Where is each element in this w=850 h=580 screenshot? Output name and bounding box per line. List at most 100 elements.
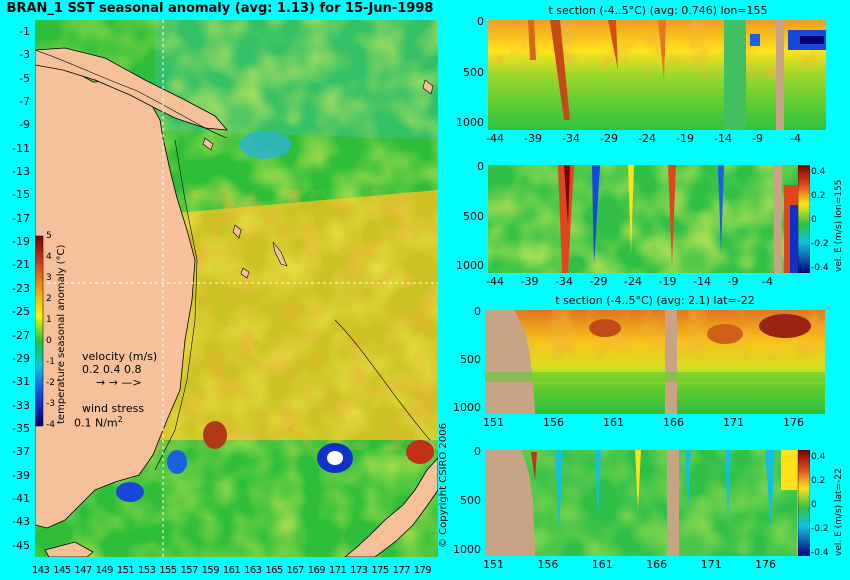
lat-tick: -31 [12,375,30,389]
copyright: © Copyright CSIRO 2006 [438,423,449,548]
panel4-colorbar-ticks: 0.4 0.2 0 -0.2 -0.4 [811,452,829,558]
lat-tick: -43 [12,515,30,529]
panel1-y-tick: 0 [477,15,484,28]
panel4-y-tick: 1000 [453,542,481,556]
panel3-x-tick: 161 [603,416,624,429]
panel1-x-tick: -9 [752,132,763,145]
panel1-title: t section (-4..5°C) (avg: 0.746) lon=155 [548,4,768,17]
panel1-y-tick: 1000 [456,116,484,130]
panel1-temperature-section[interactable] [488,20,826,130]
lon-tick: 163 [244,565,262,576]
wind-legend-exp: 2 [117,415,123,424]
panel3-x-tick: 151 [483,416,504,429]
panel4-velocity-section[interactable] [485,450,797,556]
panel1-x-tick: -19 [676,132,694,145]
lon-tick: 143 [32,565,50,576]
wind-legend: wind stress 0.1 N/m2 [74,402,144,430]
panel1-x-tick: -4 [790,132,801,145]
lon-tick: 157 [180,565,198,576]
panel4-x-tick: 161 [591,558,613,571]
velocity-legend-arrows: → → —> [96,376,142,389]
panel3-temperature-section[interactable] [485,310,825,414]
lon-tick: 161 [222,565,241,576]
lat-tick: -9 [19,118,30,132]
lon-tick: 149 [95,565,114,576]
panel1-x-tick: -29 [600,132,618,145]
panel4-x-tick: 151 [483,558,504,571]
panel2-x-tick: -39 [520,275,539,288]
panel2-y-tick: 1000 [456,259,484,273]
panel2-x-tick: -19 [658,275,677,288]
sst-anomaly-map[interactable] [35,20,438,557]
lat-tick: -3 [19,48,30,62]
lat-tick: -1 [19,25,30,38]
panel2-colorbar-ticks: 0.4 0.2 0 -0.2 -0.4 [811,167,829,273]
panel2-x-tick: -29 [589,275,608,288]
panel2-velocity-section[interactable] [488,165,798,273]
velocity-legend: velocity (m/s) 0.2 0.4 0.8 → → —> [82,350,157,389]
lon-tick: 179 [413,565,432,576]
lon-tick: 165 [265,565,283,576]
panel3-y-tick: 1000 [453,400,481,414]
panel4-y-tick: 500 [460,493,481,507]
panel3-x-tick: 171 [723,416,744,429]
lat-tick: -39 [12,468,30,482]
lat-tick: -23 [12,281,30,295]
lon-tick: 169 [307,565,326,576]
lon-tick: 153 [138,565,156,576]
panel2-x-tick: -9 [727,275,739,288]
panel3-x-tick: 156 [543,416,564,429]
panel2-x-tick: -24 [624,275,642,288]
panel1-x-tick: -44 [486,132,504,145]
lon-tick: 177 [392,565,411,576]
lat-tick: -11 [12,141,30,155]
lat-tick: -29 [12,351,30,365]
wind-legend-value: 0.1 N/m [74,416,118,430]
panel3-x-tick: 166 [663,416,684,429]
lon-tick: 173 [350,565,368,576]
panel3-y-tick: 0 [474,305,481,318]
lat-tick: -27 [12,328,30,342]
lat-tick: -15 [12,188,30,202]
lon-tick: 147 [74,565,92,576]
lat-tick: -13 [12,165,30,179]
map-title: BRAN_1 SST seasonal anomaly (avg: 1.13) … [6,1,434,16]
lat-tick: -7 [19,95,30,109]
lon-tick: 155 [159,565,177,576]
lon-tick: 175 [371,565,389,576]
lon-tick: 159 [201,565,220,576]
panel1-x-tick: -34 [562,132,580,145]
lat-tick: -45 [12,538,30,552]
wind-legend-title: wind stress [82,402,145,415]
lat-tick: -21 [12,258,30,272]
panel2-x-tick: -34 [555,275,573,288]
panel3-y-tick: 500 [460,352,481,366]
lon-tick: 167 [286,565,305,576]
panel4-x-tick: 156 [537,558,559,571]
panel1-x-tick: -24 [638,132,656,145]
panel2-y-tick: 0 [477,160,484,173]
panel4-x-tick: 176 [755,558,776,571]
panel3-title: t section (-4..5°C) (avg: 2.1) lat=-22 [555,294,755,307]
lat-tick: -25 [12,305,30,319]
panel2-y-tick: 500 [463,209,484,223]
panel1-x-tick: -14 [714,132,732,145]
lat-tick: -41 [12,491,30,505]
panel4-y-tick: 0 [474,445,481,458]
lat-tick: -19 [12,235,30,249]
panel1-x-tick: -39 [524,132,542,145]
lat-tick: -33 [12,398,30,412]
panel2-x-tick: -4 [762,275,773,288]
panel2-x-tick: -44 [486,275,504,288]
panel4-colorbar [798,450,810,556]
lon-tick: 171 [328,565,347,576]
panel2-x-tick: -14 [693,275,711,288]
velocity-legend-values: 0.2 0.4 0.8 [82,363,142,376]
colorbar-ticks: 5 4 3 2 1 0 -1 -2 -3 -4 [46,231,55,430]
velocity-legend-title: velocity (m/s) [82,350,158,363]
panel4-colorbar-label: vel. E (m/s) lat=-22 [834,468,844,556]
panel1-y-tick: 500 [463,65,484,79]
lat-tick: -37 [12,445,30,459]
lat-tick: -17 [12,211,30,225]
lon-tick: 151 [116,565,135,576]
